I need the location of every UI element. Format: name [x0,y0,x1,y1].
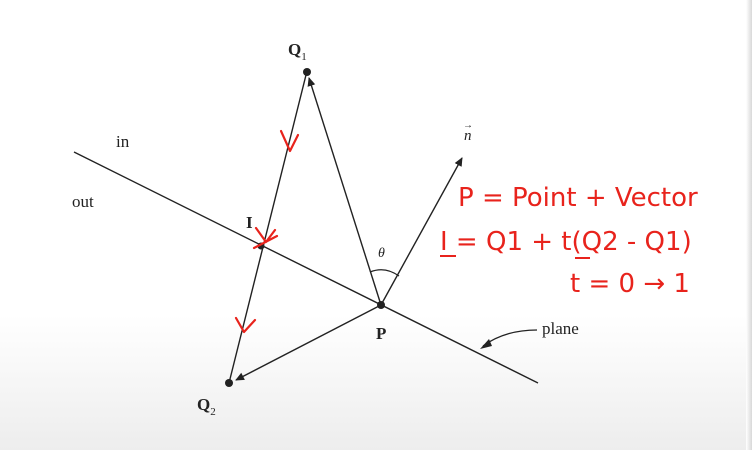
label-q1: Q1 [288,40,307,63]
plane-pointer [482,329,538,347]
label-n-arrow: → [463,120,473,131]
annotation-line-2: I = Q1 + t(Q2 - Q1) [440,227,692,257]
scrollbar-edge [746,0,752,450]
label-theta: θ [378,246,385,261]
label-p: P [376,324,386,343]
label-plane: plane [542,319,579,338]
red-arrow-mark-middle [252,226,279,250]
label-out: out [72,192,94,211]
point-q2 [225,379,233,387]
label-n: n [464,128,472,144]
red-arrow-mark-upper [279,129,300,153]
label-i: I [246,213,253,232]
plane-pointer-head [480,339,492,349]
vector-p-q1 [307,77,382,306]
point-q1 [303,68,311,76]
vector-p-q2 [235,304,382,381]
normal-vector [380,157,463,306]
label-in: in [116,132,130,151]
annotation-line-3: t = 0 → 1 [570,269,690,299]
theta-arc [369,269,400,277]
plane-line [73,151,539,384]
label-q2: Q2 [197,395,216,418]
segment-q1-q2 [228,70,308,384]
point-p [377,301,385,309]
annotation-line-1: P = Point + Vector [458,183,698,213]
red-arrow-mark-lower [234,316,257,334]
